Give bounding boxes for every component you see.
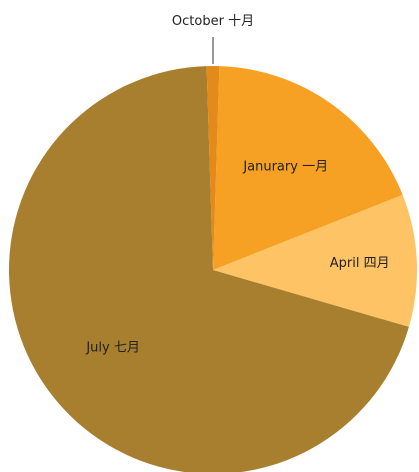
labels-layer: Janurary 一月 April 四月 July 七月 October 十月 [85, 14, 389, 356]
slice-label: July 七月 [85, 341, 140, 356]
pie-slice [9, 66, 409, 472]
slice-label: April 四月 [330, 256, 390, 271]
pie-slice [213, 194, 417, 327]
slices-layer [9, 65, 417, 472]
pie-slice [213, 66, 403, 270]
slice-label: Janurary 一月 [242, 160, 328, 175]
slice-label: October 十月 [172, 14, 254, 29]
pie-slice [206, 65, 220, 270]
